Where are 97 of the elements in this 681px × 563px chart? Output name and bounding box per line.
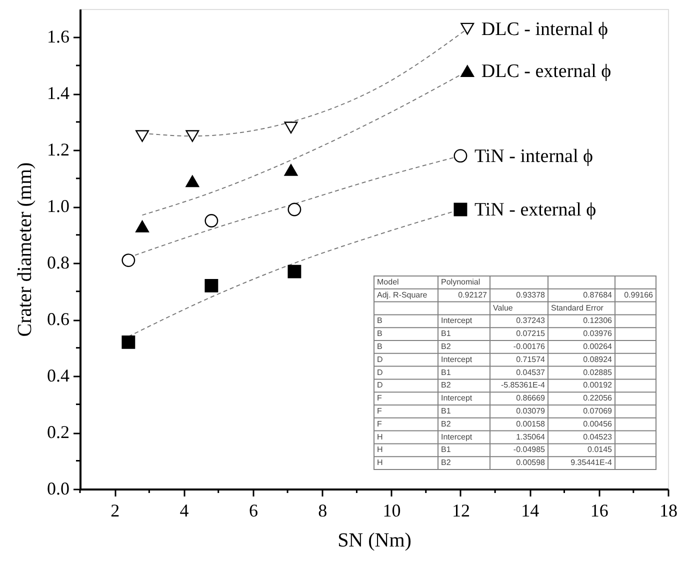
annotation: 0.00158 (516, 419, 546, 428)
series-label: TiN - external ϕ (474, 199, 596, 220)
annotation: Polynomial (441, 277, 480, 286)
y-tick-label: 0.0 (47, 478, 70, 498)
point (288, 202, 302, 216)
annotation: B1 (441, 406, 452, 416)
annotation: H (377, 432, 383, 442)
annotation: Intercept (441, 354, 473, 364)
annotation: F (377, 394, 382, 403)
annotation: -0.00176 (513, 342, 546, 351)
annotation: B2 (441, 380, 452, 390)
point (460, 22, 474, 35)
y-axis-title: Crater diameter (mm) (14, 162, 36, 337)
y-tick-label: 1.0 (47, 196, 70, 216)
point (204, 214, 218, 228)
x-tick-label: 16 (590, 500, 608, 520)
annotation: H (377, 458, 383, 468)
point (122, 254, 136, 268)
annotation: 0.12306 (583, 316, 613, 326)
point (454, 149, 468, 163)
annotation: 0.87684 (583, 290, 613, 300)
point (186, 130, 200, 142)
annotation: 0.07069 (583, 406, 613, 416)
y-tick-label: 1.4 (47, 83, 70, 104)
annotation: B (377, 316, 382, 326)
annotation: 0.03976 (583, 329, 613, 338)
point (284, 164, 298, 176)
point (136, 220, 149, 232)
point (288, 264, 302, 278)
y-tick-label: 0.2 (47, 422, 70, 442)
annotation: Standard Error (551, 303, 604, 312)
annotation: B2 (441, 342, 452, 351)
y-tick-label: 0.4 (47, 366, 70, 386)
series-label: DLC - internal ϕ (481, 18, 608, 40)
annotation: 0.00598 (516, 458, 546, 468)
y-tick-label: 0.6 (47, 309, 70, 330)
annotation: B1 (441, 329, 452, 338)
annotation: 0.86669 (516, 394, 546, 403)
annotation: 0.07215 (516, 329, 546, 338)
annotation: B2 (441, 419, 452, 428)
annotation: 0.99166 (624, 290, 654, 300)
annotation: -5.85361E-4 (500, 380, 546, 390)
x-tick-label: 14 (521, 500, 540, 520)
annotation: D (377, 368, 383, 377)
annotation: Adj. R-Square (377, 290, 428, 300)
point (122, 335, 136, 349)
annotation: 0.03079 (516, 406, 546, 416)
annotation: Intercept (441, 432, 473, 442)
y-tick-label: 1.6 (47, 26, 70, 47)
point (186, 175, 200, 188)
annotation: B1 (441, 445, 452, 454)
x-axis-title: SN (Nm) (338, 530, 412, 552)
x-tick-label: 18 (660, 500, 678, 520)
annotation: 0.02885 (583, 368, 613, 377)
annotation: 9.35441E-4 (570, 458, 613, 468)
x-tick-label: 2 (110, 500, 120, 520)
x-tick-label: 6 (248, 500, 258, 520)
annotation: 0.08924 (583, 354, 613, 364)
annotation: D (377, 354, 383, 364)
annotation: 0.71574 (516, 354, 546, 364)
annotation: 0.00456 (583, 419, 613, 428)
annotation: F (377, 419, 382, 428)
y-tick-label: 0.8 (47, 252, 70, 273)
series-label: TiN - internal ϕ (474, 146, 594, 167)
annotation: Intercept (441, 316, 473, 326)
annotation: Value (493, 303, 514, 312)
y-tick-label: 1.2 (47, 140, 70, 160)
point (136, 130, 149, 142)
annotation: 1.35064 (516, 432, 546, 442)
annotation: 0.0145 (588, 445, 613, 454)
point (204, 278, 218, 292)
annotation: Model (377, 277, 400, 286)
annotation: 0.04523 (583, 432, 613, 442)
x-tick-label: 10 (382, 500, 401, 520)
annotation: F (377, 406, 382, 416)
annotation: 0.22056 (583, 394, 613, 403)
annotation: 0.04537 (516, 368, 546, 377)
annotation: 0.93378 (516, 290, 546, 300)
point (284, 122, 298, 134)
x-tick-label: 4 (180, 500, 189, 520)
annotation: -0.04985 (513, 445, 546, 454)
annotation: 0.37243 (516, 316, 546, 326)
annotation: Intercept (441, 394, 473, 403)
series-label: DLC - external ϕ (481, 61, 612, 82)
annotation: B2 (441, 458, 452, 468)
point (460, 65, 474, 78)
annotation: B (377, 342, 382, 351)
x-tick-label: 8 (318, 500, 328, 520)
annotation: H (377, 445, 383, 454)
x-tick-label: 12 (452, 500, 470, 520)
annotation: B (377, 329, 382, 338)
annotation: 0.92127 (458, 290, 488, 300)
annotation: B1 (441, 368, 452, 377)
annotation: 0.00192 (583, 380, 613, 390)
annotation: 0.00264 (583, 342, 613, 351)
point (454, 202, 468, 216)
annotation: D (377, 380, 383, 390)
